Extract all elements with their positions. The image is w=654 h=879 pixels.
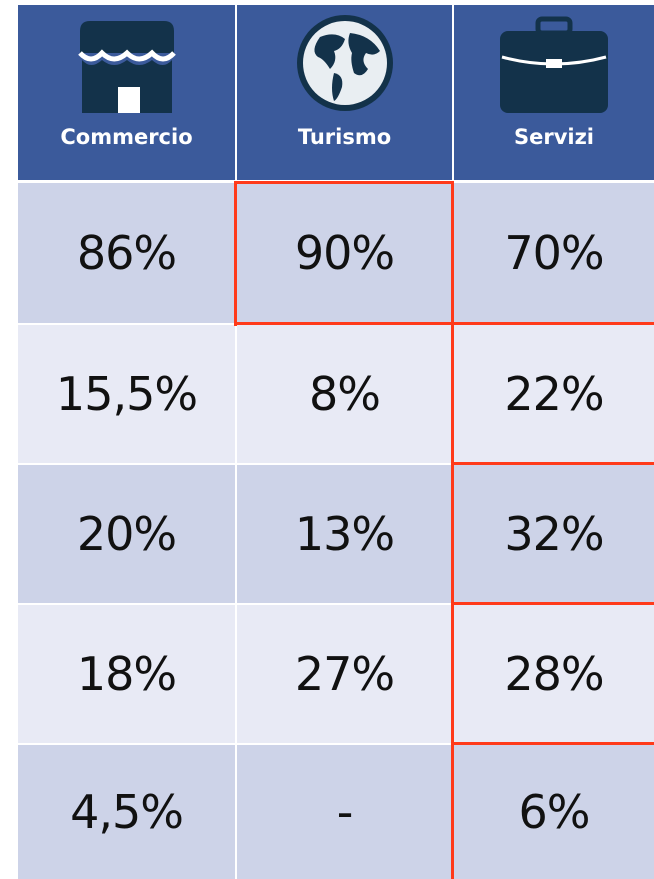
table-cell: 90% <box>237 183 452 323</box>
highlight-border <box>451 742 654 745</box>
table-cell: 28% <box>454 605 654 743</box>
table-cell: 15,5% <box>18 325 235 463</box>
table-cell: 70% <box>454 183 654 323</box>
header-label: Servizi <box>513 125 595 149</box>
header-cell: Servizi <box>454 5 654 180</box>
highlight-border <box>451 602 654 605</box>
header-label: Commercio <box>60 125 193 149</box>
briefcase-icon <box>500 16 608 113</box>
highlight-border <box>234 181 454 184</box>
highlight-border <box>234 181 237 326</box>
table-cell: 27% <box>237 605 452 743</box>
store-icon <box>77 21 176 113</box>
table-cell: - <box>237 745 452 879</box>
table-cell: 20% <box>18 465 235 603</box>
header-label: Turismo <box>297 125 392 149</box>
header-cell: Commercio <box>18 5 235 180</box>
table-cell: 18% <box>18 605 235 743</box>
header-cell: Turismo <box>237 5 452 180</box>
globe-icon <box>296 15 393 111</box>
highlight-border <box>451 181 454 879</box>
table-cell: 4,5% <box>18 745 235 879</box>
table-cell: 22% <box>454 325 654 463</box>
table-cell: 13% <box>237 465 452 603</box>
highlight-border <box>234 322 654 325</box>
table-cell: 86% <box>18 183 235 323</box>
highlight-border <box>451 462 654 465</box>
table-cell: 32% <box>454 465 654 603</box>
table-cell: 6% <box>454 745 654 879</box>
table-cell: 8% <box>237 325 452 463</box>
